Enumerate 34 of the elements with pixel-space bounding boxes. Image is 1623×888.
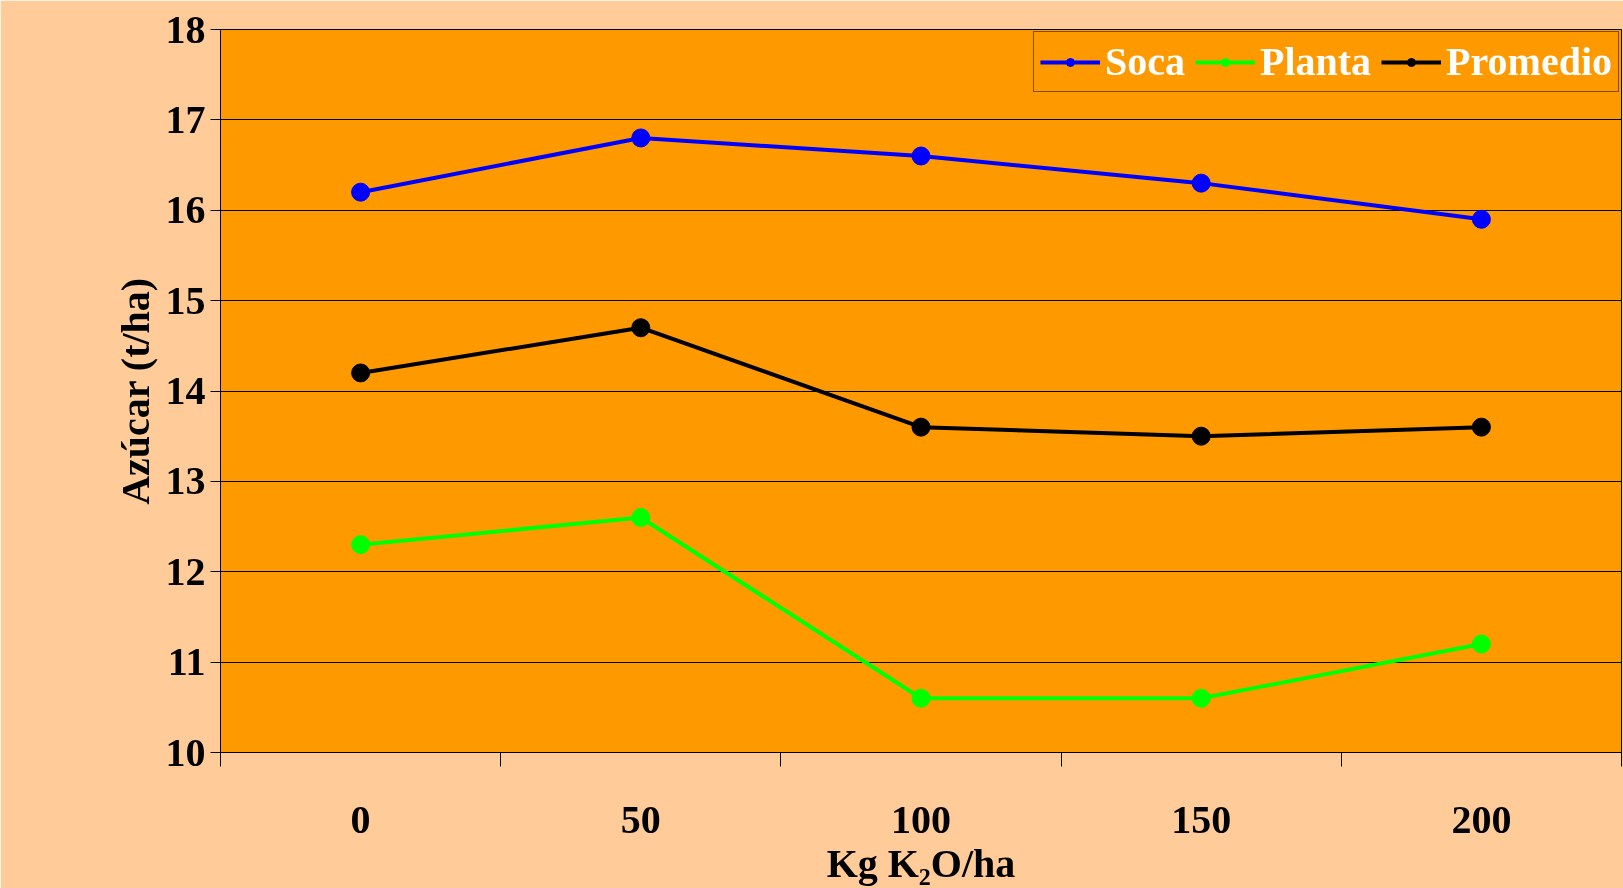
x-tick-label: 200: [1451, 796, 1512, 842]
point: [1471, 634, 1491, 654]
legend-label: Soca: [1104, 38, 1185, 85]
point: [631, 318, 651, 338]
y-tick-label: 16: [165, 187, 206, 233]
point: [1471, 209, 1491, 229]
y-tick-label: 17: [165, 96, 206, 142]
point: [1191, 173, 1211, 193]
y-tick-label: 18: [165, 6, 206, 52]
point: [351, 363, 371, 383]
legend-label: Promedio: [1446, 38, 1612, 85]
x-axis-title: Kg K₂O/ha: [826, 840, 1016, 886]
point: [911, 688, 931, 708]
point: [1191, 688, 1211, 708]
x-tick-label: 150: [1171, 796, 1232, 842]
point: [911, 146, 931, 166]
y-tick-label: 10: [165, 729, 206, 775]
y-tick-label: 13: [165, 458, 206, 504]
y-axis-title: Azúcar (t/ha): [112, 277, 158, 505]
y-tick-label: 12: [165, 548, 206, 594]
point: [351, 182, 371, 202]
point: [911, 417, 931, 437]
legend-label: Planta: [1259, 38, 1372, 85]
point: [631, 128, 651, 148]
point: [1191, 426, 1211, 446]
x-tick-label: 100: [891, 796, 951, 842]
point: [631, 508, 651, 528]
y-tick-label: 15: [165, 277, 206, 323]
x-tick-label: 50: [620, 796, 661, 842]
point: [1471, 417, 1491, 437]
y-tick-label: 11: [167, 639, 206, 685]
point: [351, 535, 371, 555]
y-tick-label: 14: [165, 368, 206, 413]
x-tick-label: 0: [350, 796, 371, 842]
